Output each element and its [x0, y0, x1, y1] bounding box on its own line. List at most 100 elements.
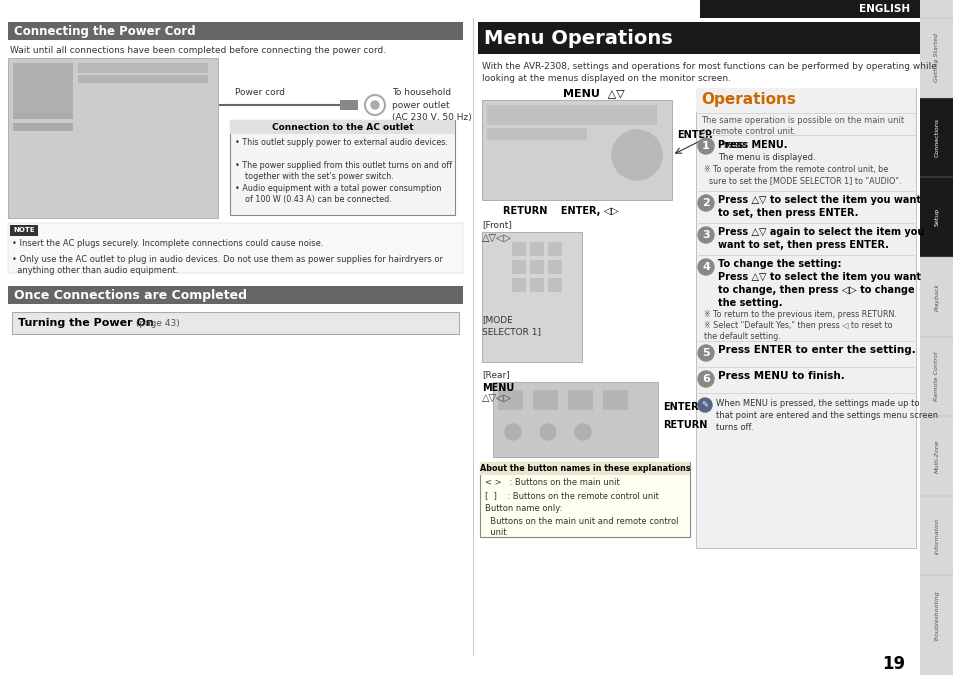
Bar — [696, 88, 915, 548]
Text: (page 43): (page 43) — [132, 319, 179, 327]
Text: [  ]    : Buttons on the remote control unit: [ ] : Buttons on the remote control unit — [484, 491, 659, 500]
Text: The same operation is possible on the main unit
or remote control unit.: The same operation is possible on the ma… — [700, 116, 903, 136]
Text: MENU  △▽: MENU △▽ — [562, 88, 624, 98]
Circle shape — [539, 424, 556, 440]
Bar — [547, 260, 561, 274]
Bar — [919, 178, 953, 257]
Bar — [547, 278, 561, 292]
Text: 1: 1 — [701, 141, 709, 151]
Text: Getting Started: Getting Started — [934, 33, 939, 82]
Circle shape — [698, 345, 713, 361]
Text: [MODE
SELECTOR 1]: [MODE SELECTOR 1] — [481, 315, 540, 335]
Bar — [919, 98, 953, 178]
Bar — [479, 462, 689, 537]
Circle shape — [698, 259, 713, 275]
Text: 2: 2 — [701, 198, 709, 208]
Circle shape — [371, 101, 378, 109]
Text: Multi-Zone: Multi-Zone — [934, 439, 939, 472]
Bar — [13, 123, 73, 131]
Bar — [13, 87, 73, 95]
Bar — [481, 100, 671, 200]
Bar — [493, 382, 658, 457]
Text: Once Connections are Completed: Once Connections are Completed — [14, 288, 247, 302]
Bar — [477, 22, 919, 54]
Text: The menu is displayed.: The menu is displayed. — [718, 153, 815, 162]
Bar — [919, 0, 953, 675]
Text: 5: 5 — [701, 348, 709, 358]
Text: Button name only:: Button name only: — [484, 504, 561, 513]
Text: ※ To return to the previous item, press RETURN.: ※ To return to the previous item, press … — [703, 310, 896, 319]
Text: ENTER: ENTER — [662, 402, 698, 412]
Bar — [530, 278, 543, 292]
Text: Connection to the AC outlet: Connection to the AC outlet — [272, 122, 413, 132]
Bar — [12, 312, 458, 334]
Bar — [481, 232, 581, 362]
Circle shape — [698, 398, 711, 412]
Text: • This outlet supply power to external audio devices.: • This outlet supply power to external a… — [234, 138, 447, 147]
Bar — [479, 462, 689, 475]
Text: • The power supplied from this outlet turns on and off
    together with the set: • The power supplied from this outlet tu… — [234, 161, 452, 181]
Text: Information: Information — [934, 517, 939, 554]
Text: ※ To operate from the remote control unit, be
  sure to set the [MODE SELECTOR 1: ※ To operate from the remote control uni… — [703, 165, 901, 186]
Circle shape — [504, 424, 520, 440]
Bar — [10, 225, 38, 236]
Bar — [78, 75, 208, 83]
Bar — [8, 223, 462, 273]
Circle shape — [698, 138, 713, 154]
Text: △▽◁▷: △▽◁▷ — [481, 234, 512, 244]
Text: RETURN    ENTER, ◁▷: RETURN ENTER, ◁▷ — [502, 206, 618, 216]
Text: Press △▽ to select the item you want
to set, then press ENTER.: Press △▽ to select the item you want to … — [718, 195, 920, 218]
Text: ※ Select "Default Yes," then press ◁ to reset to
the default setting.: ※ Select "Default Yes," then press ◁ to … — [703, 321, 892, 342]
Text: 6: 6 — [701, 374, 709, 384]
Bar — [13, 63, 73, 113]
Circle shape — [698, 371, 713, 387]
Bar — [512, 242, 525, 256]
Bar — [696, 88, 915, 112]
Text: With the AVR-2308, settings and operations for most functions can be performed b: With the AVR-2308, settings and operatio… — [481, 62, 936, 83]
Bar — [547, 242, 561, 256]
Text: 3: 3 — [701, 230, 709, 240]
Text: Press MENU.: Press MENU. — [718, 140, 786, 150]
Text: Press △▽ to select the item you want
to change, then press ◁▷ to change
the sett: Press △▽ to select the item you want to … — [718, 272, 920, 308]
Bar — [700, 0, 919, 18]
Bar — [230, 120, 455, 134]
Text: ENGLISH: ENGLISH — [858, 4, 909, 14]
Text: When MENU is pressed, the settings made up to
that point are entered and the set: When MENU is pressed, the settings made … — [716, 399, 937, 431]
Text: • Insert the AC plugs securely. Incomplete connections could cause noise.: • Insert the AC plugs securely. Incomple… — [12, 239, 323, 248]
Text: Power cord: Power cord — [234, 88, 285, 97]
Text: NOTE: NOTE — [13, 227, 34, 234]
Text: Buttons on the main unit and remote control
  unit: Buttons on the main unit and remote cont… — [484, 517, 678, 537]
Text: Press △▽ again to select the item you
want to set, then press ENTER.: Press △▽ again to select the item you wa… — [718, 227, 923, 250]
Bar — [512, 278, 525, 292]
Text: Connecting the Power Cord: Connecting the Power Cord — [14, 24, 195, 38]
Bar — [486, 105, 657, 125]
Circle shape — [698, 195, 713, 211]
Bar — [13, 99, 73, 107]
Bar — [602, 390, 627, 410]
Text: Connections: Connections — [934, 118, 939, 157]
Bar — [567, 390, 593, 410]
Bar — [8, 22, 462, 40]
Bar — [339, 100, 357, 110]
Bar — [8, 58, 218, 218]
Bar — [497, 390, 522, 410]
Text: RETURN: RETURN — [662, 420, 706, 430]
Text: Troubleshooting: Troubleshooting — [934, 590, 939, 641]
Text: • Only use the AC outlet to plug in audio devices. Do not use them as power supp: • Only use the AC outlet to plug in audi… — [12, 255, 442, 275]
Text: Wait until all connections have been completed before connecting the power cord.: Wait until all connections have been com… — [10, 46, 386, 55]
Text: △▽◁▷: △▽◁▷ — [481, 394, 512, 404]
Text: 4: 4 — [701, 262, 709, 272]
Bar — [512, 260, 525, 274]
Text: ✎: ✎ — [700, 400, 708, 410]
Bar — [13, 63, 73, 71]
Bar — [533, 390, 558, 410]
Text: [Front]: [Front] — [481, 220, 512, 229]
Bar — [13, 75, 73, 83]
Circle shape — [612, 130, 661, 180]
Text: MENU: MENU — [481, 383, 514, 393]
Circle shape — [575, 424, 590, 440]
Text: Setup: Setup — [934, 208, 939, 226]
Text: Press: Press — [718, 140, 746, 150]
Text: About the button names in these explanations: About the button names in these explanat… — [479, 464, 690, 473]
Text: Press ENTER to enter the setting.: Press ENTER to enter the setting. — [718, 345, 915, 355]
